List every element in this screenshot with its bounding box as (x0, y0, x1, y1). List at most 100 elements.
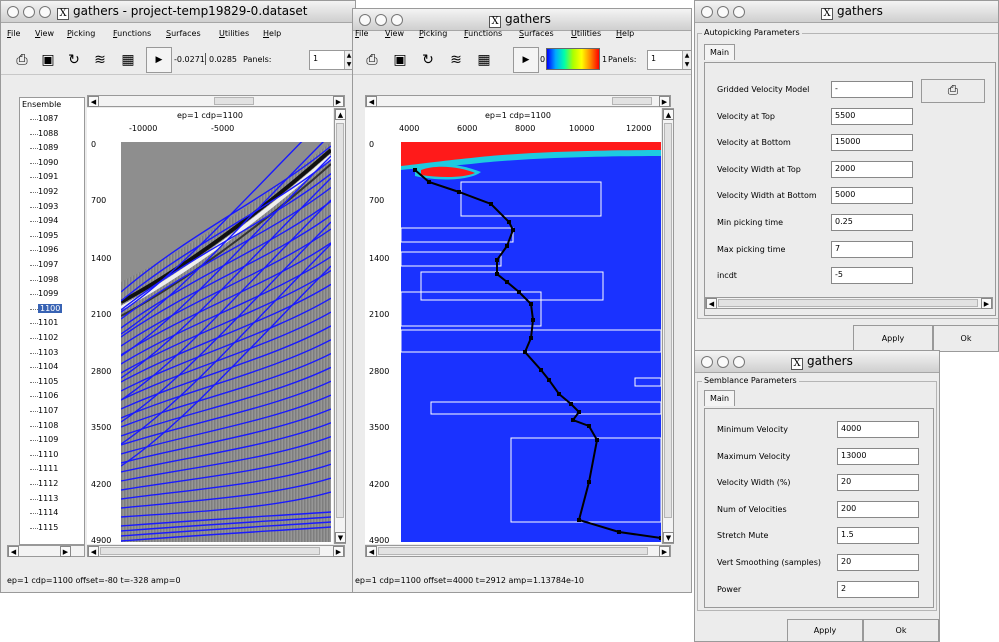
zoom-icon[interactable] (733, 6, 745, 18)
ensemble-list[interactable]: Ensemble 1087 1088 1089 1090 1091 1092 1093 109… (19, 97, 85, 545)
ensemble-item[interactable]: 1103 (38, 347, 59, 357)
plot-bottom-hscroll[interactable]: ◀ ▶ (365, 545, 671, 557)
velocity-pick-point[interactable] (577, 518, 581, 522)
apply-button[interactable]: Apply (787, 619, 863, 641)
ensemble-item[interactable]: 1097 (38, 260, 59, 269)
browse-model-button[interactable]: ⎙ (921, 79, 985, 103)
ensemble-item[interactable]: 1107 (38, 406, 59, 415)
ensemble-item[interactable]: 1111 (38, 464, 59, 474)
field-input[interactable]: 1.5 (837, 527, 919, 545)
menu-file[interactable]: File (7, 29, 21, 38)
ensemble-item[interactable]: 1112 (38, 479, 59, 488)
ensemble-item[interactable]: 1104 (38, 362, 59, 372)
field-input[interactable]: - (831, 81, 913, 98)
scroll-thumb[interactable] (100, 547, 320, 555)
ensemble-item[interactable]: 1114 (38, 508, 59, 518)
wiggle-display-icon[interactable]: ≋ (450, 52, 462, 68)
velocity-pick-point[interactable] (489, 202, 493, 206)
ensemble-item[interactable]: 1088 (38, 128, 59, 138)
scroll-thumb[interactable] (336, 123, 344, 518)
ok-button[interactable]: Ok (933, 325, 998, 351)
wiggle-display-icon[interactable]: ≋ (94, 52, 106, 68)
field-input[interactable]: 2 (837, 580, 919, 598)
ensemble-item[interactable]: 1105 (38, 376, 59, 386)
velocity-pick-point[interactable] (571, 418, 575, 422)
plot-vscroll[interactable]: ▲ ▼ (662, 108, 674, 544)
ensemble-item[interactable]: 1115 (38, 522, 59, 532)
scroll-down-icon[interactable]: ▼ (663, 532, 674, 543)
field-input[interactable]: -5 (831, 267, 913, 285)
scroll-right-icon[interactable]: ▶ (659, 546, 670, 557)
ensemble-item[interactable]: 1091 (38, 172, 59, 182)
menu-help[interactable]: Help (616, 29, 635, 38)
scroll-thumb[interactable] (664, 123, 672, 518)
close-icon[interactable] (7, 6, 19, 18)
minimize-icon[interactable] (717, 356, 729, 368)
close-icon[interactable] (701, 356, 713, 368)
velocity-pick-point[interactable] (511, 228, 515, 232)
velocity-pick-point[interactable] (505, 244, 509, 248)
menu-help[interactable]: Help (263, 29, 282, 38)
spinner-arrows-icon[interactable]: ▲ ▼ (344, 51, 353, 69)
plot-bottom-hscroll[interactable]: ◀ ▶ (87, 545, 345, 557)
scroll-thumb[interactable] (718, 299, 978, 307)
scroll-left-icon[interactable]: ◀ (366, 96, 377, 107)
ensemble-item[interactable]: 1099 (38, 289, 59, 299)
velocity-pick-point[interactable] (539, 368, 543, 372)
save-icon[interactable]: ▣ (41, 52, 55, 68)
menu-view[interactable]: View (35, 29, 54, 38)
minimize-icon[interactable] (717, 6, 729, 18)
ensemble-item[interactable]: 1098 (38, 274, 59, 284)
velocity-pick-point[interactable] (547, 378, 551, 382)
ensemble-item[interactable]: 1102 (38, 333, 59, 342)
scroll-left-icon[interactable]: ◀ (88, 546, 99, 557)
field-input[interactable]: 5000 (831, 187, 913, 205)
field-input[interactable]: 20 (837, 554, 919, 571)
velocity-pick-point[interactable] (595, 438, 599, 442)
velocity-pick-point[interactable] (617, 530, 621, 534)
scroll-right-icon[interactable]: ▶ (60, 546, 71, 557)
ensemble-item[interactable]: 1110 (38, 449, 59, 459)
gather-plot-area[interactable]: ep=1 cdp=1100 -10000 -5000 0 700 1400 21… (87, 108, 333, 545)
velocity-pick-point[interactable] (495, 258, 499, 262)
print-icon[interactable]: ⎙ (16, 52, 28, 68)
ensemble-item[interactable]: 1087 (38, 114, 59, 123)
close-icon[interactable] (701, 6, 713, 18)
velocity-pick-point[interactable] (557, 392, 561, 396)
velocity-pick-point[interactable] (413, 168, 417, 172)
panels-spinner[interactable]: 1 ▲ ▼ (647, 50, 691, 70)
spinner-arrows-icon[interactable]: ▲ ▼ (682, 51, 691, 69)
field-input[interactable]: 0.25 (831, 214, 913, 231)
velocity-pick-point[interactable] (587, 480, 591, 484)
scroll-down-icon[interactable]: ▼ (335, 532, 346, 543)
zoom-icon[interactable] (733, 356, 745, 368)
scroll-left-icon[interactable]: ◀ (366, 546, 377, 557)
velocity-pick-point[interactable] (529, 336, 533, 340)
scroll-right-icon[interactable]: ▶ (659, 96, 670, 107)
menu-functions[interactable]: Functions (464, 29, 503, 38)
close-icon[interactable] (359, 14, 371, 26)
velocity-pick-point[interactable] (569, 402, 573, 406)
print-icon[interactable]: ⎙ (366, 52, 378, 68)
minimize-icon[interactable] (375, 14, 387, 26)
menu-picking[interactable]: Picking (419, 29, 448, 38)
menu-surfaces[interactable]: Surfaces (519, 29, 554, 38)
ensemble-item[interactable]: 1113 (38, 493, 59, 503)
velocity-pick-point[interactable] (577, 410, 581, 414)
tab-main[interactable]: Main (704, 44, 736, 60)
field-input[interactable]: 13000 (837, 447, 919, 465)
scroll-thumb[interactable] (612, 97, 652, 105)
velocity-pick-point[interactable] (587, 424, 591, 428)
apply-button[interactable]: Apply (853, 325, 933, 351)
scroll-left-icon[interactable]: ◀ (8, 546, 19, 557)
velocity-pick-point[interactable] (659, 536, 661, 540)
field-input[interactable]: 20 (837, 474, 919, 492)
seismic-gather-image[interactable] (121, 142, 331, 542)
zoom-icon[interactable] (39, 6, 51, 18)
scroll-left-icon[interactable]: ◀ (88, 96, 99, 107)
ensemble-item[interactable]: 1109 (38, 435, 59, 445)
save-icon[interactable]: ▣ (393, 52, 407, 68)
ensemble-item[interactable]: 1093 (38, 201, 59, 211)
